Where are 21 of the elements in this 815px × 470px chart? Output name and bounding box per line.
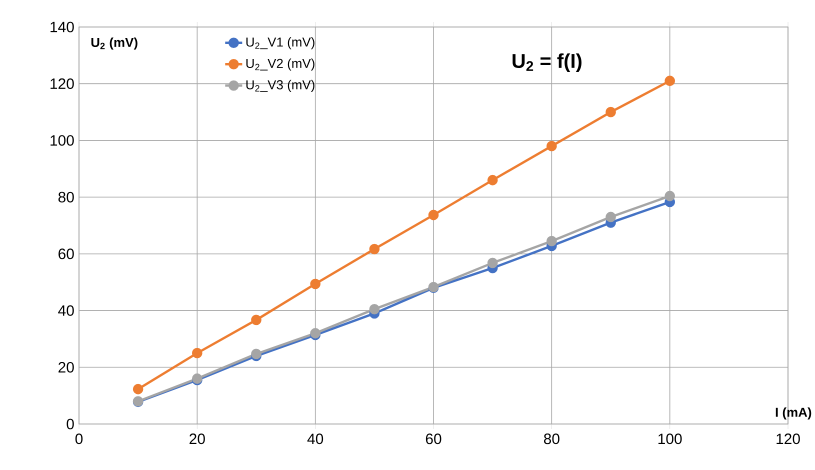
x-tick-label: 40 [307, 434, 324, 444]
x-tick-label: 60 [426, 434, 442, 444]
y-tick-label: 0 [66, 418, 74, 430]
x-tick-label: 0 [75, 434, 83, 444]
x-tick-label: 80 [544, 434, 560, 444]
y-tick-label: 60 [58, 248, 74, 260]
y-tick-label: 80 [58, 192, 74, 202]
y-tick-label: 20 [58, 362, 74, 373]
x-tick-label: 100 [658, 434, 682, 444]
legend-label: U$_{2}$_V2 (mV) [246, 58, 314, 71]
y-tick-label: 40 [58, 305, 74, 316]
text: U$_{2}$ = f(I) [512, 53, 582, 72]
x-tick-label: 120 [776, 434, 800, 444]
y-tick-label: 140 [50, 22, 74, 32]
y-axis-title: U$_{2}$ (mV) [91, 37, 138, 50]
x-tick-label: 20 [190, 434, 205, 444]
y-tick-label: 100 [50, 135, 74, 146]
y-tick-label: 120 [50, 78, 74, 90]
legend-label: U$_{2}$_V1 (mV) [246, 37, 314, 50]
legend-label: U$_{2}$_V3 (mV) [246, 80, 314, 92]
x-axis-title: I (mA) [776, 407, 812, 420]
